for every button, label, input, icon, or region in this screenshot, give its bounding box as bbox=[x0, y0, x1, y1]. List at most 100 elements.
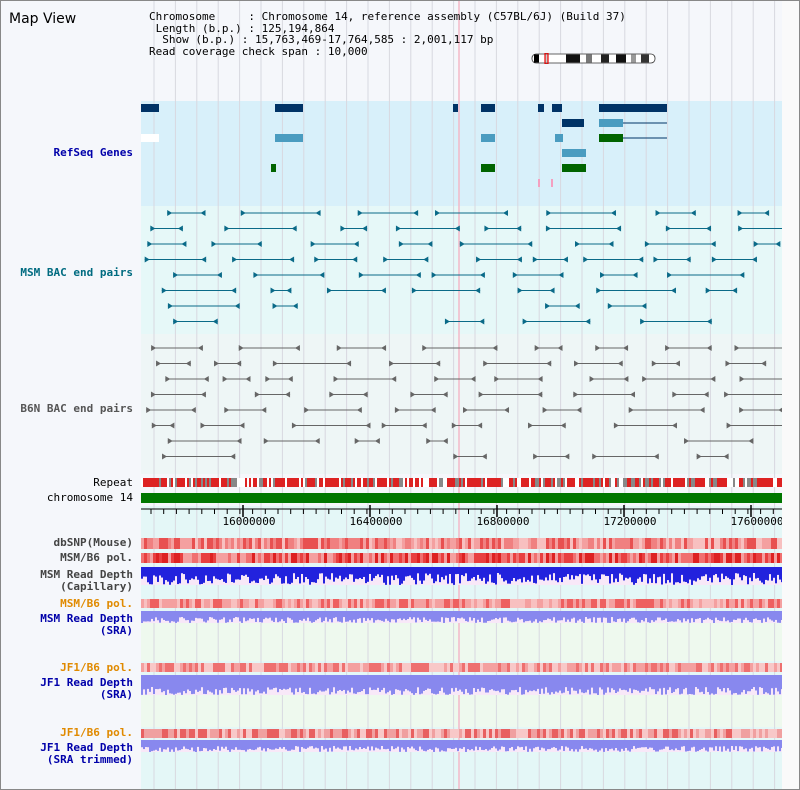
heat-cell bbox=[369, 553, 372, 563]
heat-cell bbox=[582, 599, 585, 608]
depth-bar bbox=[407, 740, 409, 748]
track-label-refseq[interactable]: RefSeq Genes bbox=[53, 146, 133, 159]
heat-cell bbox=[153, 538, 156, 549]
repeat-segment bbox=[205, 478, 207, 487]
repeat-segment bbox=[497, 478, 499, 487]
heat-cell bbox=[771, 553, 774, 563]
heat-cell bbox=[675, 553, 678, 563]
heat-cell bbox=[480, 729, 483, 738]
heat-cell bbox=[492, 729, 495, 738]
bac-end-marker bbox=[254, 391, 260, 398]
track-label-msm-b6-pol-2[interactable]: MSM/B6 pol. bbox=[60, 597, 133, 610]
bac-end-marker bbox=[442, 391, 448, 398]
depth-bar bbox=[311, 675, 313, 694]
depth-bar bbox=[589, 611, 591, 619]
track-label-msm-depth-sra[interactable]: MSM Read Depth (SRA) bbox=[40, 612, 133, 637]
depth-bar bbox=[615, 740, 617, 748]
depth-bar bbox=[203, 740, 205, 749]
heat-cell bbox=[267, 599, 270, 608]
repeat-segment bbox=[653, 478, 655, 487]
heat-cell bbox=[699, 553, 702, 563]
heat-cell bbox=[342, 553, 345, 563]
track-label-jf1-b6-pol-2[interactable]: JF1/B6 pol. bbox=[60, 726, 133, 739]
depth-bar bbox=[497, 611, 499, 620]
depth-bar bbox=[349, 740, 351, 747]
depth-bar bbox=[251, 740, 253, 750]
depth-bar bbox=[467, 740, 469, 750]
heat-cell bbox=[717, 599, 720, 608]
bac-end-marker bbox=[537, 391, 543, 398]
depth-bar bbox=[409, 567, 411, 576]
heat-cell bbox=[252, 538, 255, 549]
heat-cell bbox=[714, 553, 717, 563]
track-label-dbsnp[interactable]: dbSNP(Mouse) bbox=[53, 536, 133, 549]
depth-bar bbox=[267, 675, 269, 688]
heat-cell bbox=[159, 663, 162, 672]
track-label-msm-b6-pol-1[interactable]: MSM/B6 pol. bbox=[60, 551, 133, 564]
depth-bar bbox=[501, 675, 503, 690]
track-canvas[interactable]: 16000000 16400000 16800000 17200000 17600000 bbox=[141, 1, 782, 790]
depth-bar bbox=[649, 740, 651, 748]
heat-cell bbox=[408, 599, 411, 608]
genome-browser-canvas[interactable]: 16000000 16400000 16800000 17200000 17600000 bbox=[141, 1, 782, 790]
bac-end-marker bbox=[151, 345, 157, 351]
heat-cell bbox=[597, 553, 600, 563]
depth-bar bbox=[175, 567, 177, 577]
heat-cell bbox=[276, 599, 279, 608]
depth-bar bbox=[355, 611, 357, 623]
track-label-jf1-depth-trimmed[interactable]: JF1 Read Depth (SRA trimmed) bbox=[40, 741, 133, 766]
depth-bar bbox=[507, 567, 509, 584]
heat-cell bbox=[186, 729, 189, 738]
heat-cell bbox=[609, 599, 612, 608]
repeat-segment bbox=[333, 478, 335, 487]
heat-cell bbox=[441, 553, 444, 563]
chromosome-ideogram[interactable] bbox=[531, 53, 656, 64]
depth-bar bbox=[351, 675, 353, 688]
depth-bar bbox=[647, 675, 649, 692]
depth-bar bbox=[269, 740, 271, 750]
repeat-segment bbox=[361, 478, 363, 487]
heat-cell bbox=[438, 663, 441, 672]
refseq-gene bbox=[271, 164, 276, 172]
repeat-segment bbox=[567, 478, 569, 487]
heat-cell bbox=[336, 553, 339, 563]
depth-bar bbox=[201, 675, 203, 688]
depth-bar bbox=[713, 567, 715, 576]
repeat-segment bbox=[355, 478, 357, 487]
repeat-segment bbox=[607, 478, 609, 487]
heat-cell bbox=[552, 553, 555, 563]
heat-cell bbox=[543, 553, 546, 563]
heat-cell bbox=[276, 663, 279, 672]
depth-bar bbox=[147, 675, 149, 689]
track-label-chromosome[interactable]: chromosome 14 bbox=[46, 491, 133, 504]
track-label-repeat[interactable]: Repeat bbox=[93, 476, 133, 489]
heat-cell bbox=[696, 538, 699, 549]
heat-cell bbox=[312, 599, 315, 608]
depth-bar bbox=[781, 740, 782, 748]
repeat-segment bbox=[315, 478, 317, 487]
track-label-msm-depth-capillary[interactable]: MSM Read Depth (Capillary) bbox=[40, 568, 133, 593]
depth-bar bbox=[641, 740, 643, 748]
heat-cell bbox=[762, 599, 765, 608]
depth-bar bbox=[233, 611, 235, 619]
depth-bar bbox=[453, 611, 455, 618]
heat-cell bbox=[354, 729, 357, 738]
repeat-segment bbox=[695, 478, 697, 487]
track-label-jf1-depth-sra[interactable]: JF1 Read Depth (SRA) bbox=[40, 676, 133, 701]
heat-cell bbox=[444, 599, 447, 608]
track-label-b6n-bac[interactable]: B6N BAC end pairs bbox=[20, 402, 133, 415]
track-label-msm-bac[interactable]: MSM BAC end pairs bbox=[20, 266, 133, 279]
heat-cell bbox=[543, 663, 546, 672]
depth-bar bbox=[477, 611, 479, 620]
heat-cell bbox=[393, 553, 396, 563]
bac-end-marker bbox=[476, 256, 482, 263]
depth-bar bbox=[781, 567, 782, 583]
heat-cell bbox=[660, 729, 663, 738]
depth-bar bbox=[493, 567, 495, 583]
track-label-jf1-b6-pol-1[interactable]: JF1/B6 pol. bbox=[60, 661, 133, 674]
depth-bar bbox=[685, 740, 687, 752]
heat-cell bbox=[471, 599, 474, 608]
depth-bar bbox=[179, 675, 181, 693]
depth-bar bbox=[341, 567, 343, 582]
repeat-segment bbox=[757, 478, 759, 487]
